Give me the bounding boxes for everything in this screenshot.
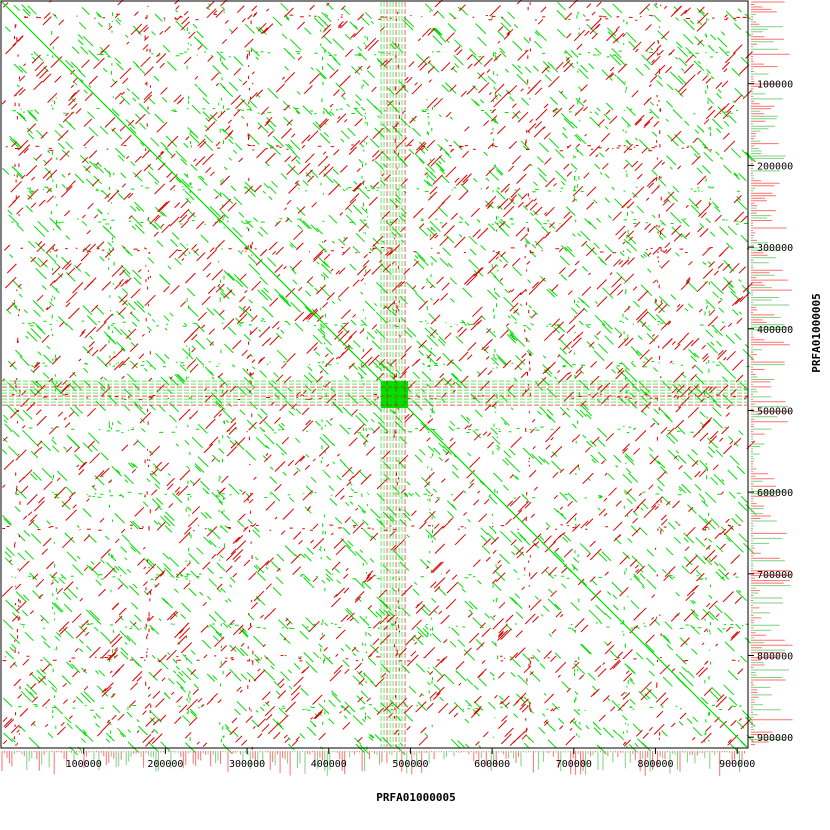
forward-alignments <box>1 1 757 756</box>
x-tick-label: 200000 <box>147 759 183 770</box>
y-tick-label: 600000 <box>757 488 793 499</box>
y-tick-label: 500000 <box>757 406 793 417</box>
y-tick-label: 200000 <box>757 161 793 172</box>
x-axis-label: PRFA01000005 <box>376 791 455 804</box>
dot-layer <box>1 0 757 756</box>
diagonal-layer <box>1 1 748 748</box>
x-axis-ticks: 100000 200000 300000 400000 500000 600000 7000… <box>66 748 755 770</box>
reverse-alignments <box>1 0 756 750</box>
y-axis-label: PRFA01000005 <box>810 293 823 372</box>
y-tick-label: 900000 <box>757 733 793 744</box>
histogram-bars <box>751 1 793 745</box>
x-tick-label: 100000 <box>66 759 102 770</box>
y-tick-label: 400000 <box>757 325 793 336</box>
y-axis-ticks: 100000 200000 300000 400000 500000 600000 7000… <box>748 80 793 744</box>
x-tick-label: 800000 <box>637 759 673 770</box>
x-tick-label: 600000 <box>474 759 510 770</box>
x-tick-label: 400000 <box>311 759 347 770</box>
y-tick-label: 300000 <box>757 243 793 254</box>
x-tick-label: 300000 <box>229 759 265 770</box>
y-tick-label: 700000 <box>757 570 793 581</box>
plot-frame <box>0 0 749 749</box>
x-tick-label: 500000 <box>392 759 428 770</box>
histogram-bars <box>13 751 740 776</box>
x-tick-label: 700000 <box>556 759 592 770</box>
x-tick-label: 900000 <box>719 759 755 770</box>
coverage-histogram-right <box>751 1 793 745</box>
y-tick-label: 800000 <box>757 652 793 663</box>
coverage-histogram-bottom <box>1 751 745 776</box>
y-tick-label: 100000 <box>757 80 793 91</box>
histogram-bars <box>751 13 793 740</box>
histogram-bars <box>1 751 745 776</box>
main-diagonal <box>1 1 748 748</box>
